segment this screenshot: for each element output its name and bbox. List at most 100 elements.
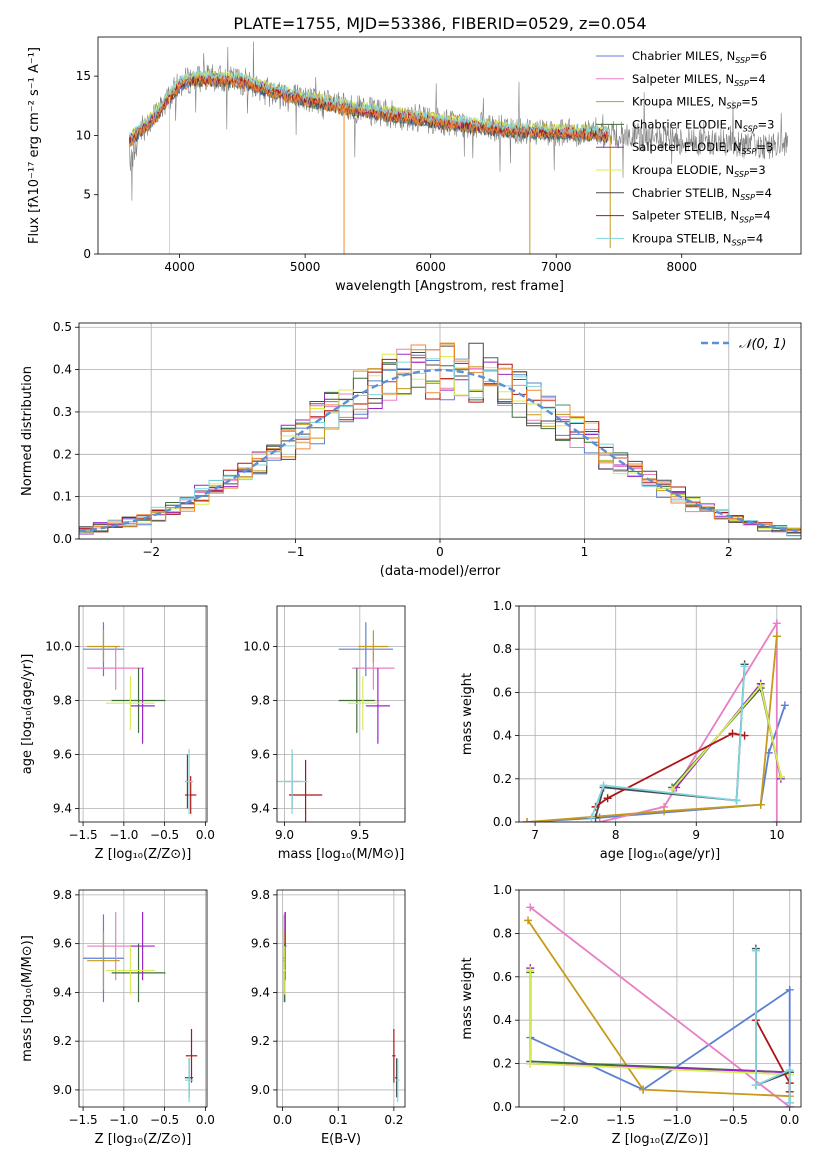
panel-spectrum: 4000 5000 6000 7000 8000 0 5 10 15 wavelength [An… xyxy=(27,36,802,294)
x-tick-label: −1.5 xyxy=(69,828,98,842)
y-tick-label: 0.2 xyxy=(493,1057,512,1071)
x-tick-label: −1.0 xyxy=(109,1113,138,1127)
y-tick-label: 0.6 xyxy=(493,685,512,699)
plot-area xyxy=(79,342,801,539)
y-tick-label: 0.2 xyxy=(493,772,512,786)
y-tick-label: 9.8 xyxy=(53,888,72,902)
x-tick-label: 0.1 xyxy=(329,1113,348,1127)
weight-marker xyxy=(523,818,532,822)
spectrum-model-line xyxy=(129,75,609,149)
weight-marker xyxy=(751,1081,760,1090)
residual-legend: 𝒩(0, 1) xyxy=(701,337,786,352)
y-tick-label: 0.2 xyxy=(53,447,72,461)
normal-curve xyxy=(79,368,801,533)
y-axis-label: mass weight xyxy=(460,673,475,755)
legend-label: Salpeter ELODIE, NSSP=3 xyxy=(632,140,773,156)
weight-marker xyxy=(772,818,781,822)
weight-marker xyxy=(772,632,781,641)
y-tick-label: 9.4 xyxy=(53,985,72,999)
weight-marker xyxy=(524,916,533,925)
legend-label: Salpeter STELIB, NSSP=4 xyxy=(632,209,771,225)
weight-line xyxy=(590,666,746,819)
y-tick-label: 15 xyxy=(76,69,91,83)
y-tick-label: 9.6 xyxy=(53,937,72,951)
x-axis-label: Z [log₁₀(Z/Z⊙)] xyxy=(95,847,192,862)
panel-residuals: −2 −1 0 1 2 0.0 0.1 0.2 0.3 0.4 0.5 (data-model)/er… xyxy=(20,320,802,579)
axes-frame xyxy=(78,889,208,1108)
x-tick-label: −1.0 xyxy=(109,828,138,842)
panel-age-vs-Z: −1.5 −1.0 −0.5 0.0 9.4 9.6 9.8 10.0 Z [log₁₀(Z/Z… xyxy=(20,605,215,862)
plot-area xyxy=(524,903,794,1107)
weight-marker xyxy=(660,807,669,816)
axes-frame xyxy=(97,36,802,255)
x-axis-label: Z [log₁₀(Z/Z⊙)] xyxy=(95,1132,192,1147)
y-tick-label: 9.4 xyxy=(53,802,72,816)
spectrum-legend: Chabrier MILES, NSSP=6 Salpeter MILES, NS… xyxy=(596,49,774,247)
x-tick-label: 9.5 xyxy=(350,828,369,842)
y-tick-label: 9.4 xyxy=(251,802,270,816)
y-tick-label: 0.8 xyxy=(493,642,512,656)
weight-marker xyxy=(756,800,765,809)
panel-weight-vs-age: 7 8 9 10 0.0 0.2 0.4 0.6 0.8 1.0 age [log₁₀(age/yr… xyxy=(460,599,802,862)
x-tick-label: −2.0 xyxy=(550,1113,579,1127)
weight-marker xyxy=(776,772,785,781)
x-tick-label: 1 xyxy=(581,545,589,559)
y-tick-label: 0.0 xyxy=(493,1100,512,1114)
x-tick-label: 4000 xyxy=(164,260,195,274)
y-tick-label: 10.0 xyxy=(243,640,270,654)
axes-frame xyxy=(78,605,208,823)
y-tick-label: 1.0 xyxy=(493,883,512,897)
x-tick-label: 9 xyxy=(692,828,700,842)
x-tick-label: 0.0 xyxy=(196,1113,215,1127)
axes-frame xyxy=(276,889,406,1108)
legend-label: Kroupa STELIB, NSSP=4 xyxy=(632,231,763,247)
panel-age-vs-mass: 9.0 9.5 9.4 9.6 9.8 10.0 mass [log₁₀(M/M⊙)] xyxy=(243,605,406,862)
y-tick-label: 0.0 xyxy=(53,532,72,546)
y-tick-label: 0.4 xyxy=(493,729,512,743)
y-tick-label: 9.2 xyxy=(53,1034,72,1048)
weight-marker xyxy=(785,985,794,994)
weight-line xyxy=(755,950,791,1103)
x-tick-label: −0.5 xyxy=(719,1113,748,1127)
weight-marker xyxy=(751,946,760,955)
plot-area xyxy=(277,622,395,822)
x-axis-label: Z [log₁₀(Z/Z⊙)] xyxy=(612,1132,709,1147)
y-tick-label: 10.0 xyxy=(45,640,72,654)
y-axis-label: age [log₁₀(age/yr)] xyxy=(20,654,35,775)
weight-marker xyxy=(587,813,596,822)
y-tick-label: 0.8 xyxy=(493,926,512,940)
legend-label: Chabrier STELIB, NSSP=4 xyxy=(632,186,772,202)
plot-area xyxy=(83,911,198,1103)
panel-weight-vs-Z: −2.0 −1.5 −1.0 −0.5 0.0 0.0 0.2 0.4 0.6 0.8 1.0 Z [… xyxy=(460,883,802,1147)
y-tick-label: 0.6 xyxy=(493,970,512,984)
x-tick-label: 8000 xyxy=(666,260,697,274)
x-tick-label: 0.0 xyxy=(780,1113,799,1127)
x-tick-label: −0.5 xyxy=(150,1113,179,1127)
y-tick-label: 9.6 xyxy=(251,937,270,951)
weight-marker xyxy=(780,701,789,710)
panel-mass-vs-Z: −1.5 −1.0 −0.5 0.0 9.0 9.2 9.4 9.6 9.8 Z [log₁₀(Z… xyxy=(20,888,215,1147)
figure-title: PLATE=1755, MJD=53386, FIBERID=0529, z=0… xyxy=(233,14,646,33)
y-tick-label: 9.0 xyxy=(251,1083,270,1097)
plot-area xyxy=(523,619,789,822)
y-tick-label: 9.6 xyxy=(251,748,270,762)
y-tick-label: 9.4 xyxy=(251,985,270,999)
y-axis-label: Normed distribution xyxy=(20,366,35,496)
weight-marker xyxy=(740,731,749,740)
weight-marker xyxy=(785,1098,794,1107)
y-tick-label: 0.0 xyxy=(493,815,512,829)
spectrum-model-line xyxy=(129,68,609,139)
plot-area xyxy=(83,622,197,814)
x-tick-label: 10 xyxy=(769,828,784,842)
y-axis-label: mass weight xyxy=(460,957,475,1039)
x-axis-label: (data-model)/error xyxy=(380,564,501,579)
y-tick-label: 9.8 xyxy=(251,888,270,902)
x-tick-label: −1 xyxy=(287,545,305,559)
x-axis-label: mass [log₁₀(M/M⊙)] xyxy=(278,847,405,862)
x-tick-label: 7000 xyxy=(541,260,572,274)
legend-label: Kroupa MILES, NSSP=5 xyxy=(632,95,758,111)
weight-marker xyxy=(639,1085,648,1094)
